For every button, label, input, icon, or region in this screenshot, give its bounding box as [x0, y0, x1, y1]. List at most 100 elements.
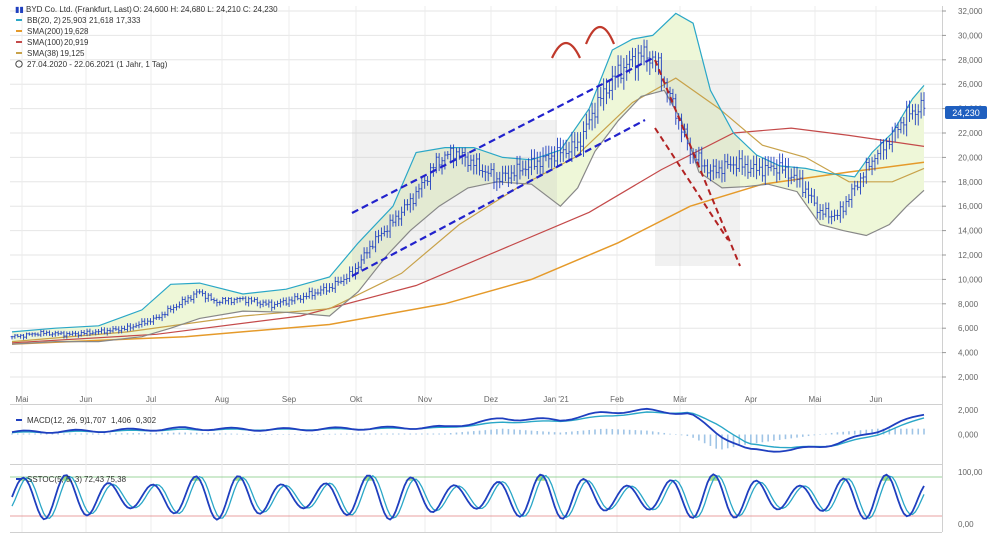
macd-histogram-bar — [22, 433, 25, 435]
macd-histogram-bar — [63, 433, 65, 435]
head-shoulder-arc-2 — [584, 25, 616, 45]
macd-histogram-bar — [490, 429, 492, 435]
y-tick-label: 0,000 — [958, 431, 979, 440]
y-tick-label: 0,00 — [958, 520, 974, 529]
x-tick-label: Jan '21 — [543, 395, 569, 404]
macd-histogram-bar — [813, 434, 816, 436]
y-tick-label: 16,000 — [958, 202, 983, 211]
macd-histogram-bar — [888, 428, 891, 435]
x-tick-label: Nov — [418, 395, 432, 404]
macd-histogram-bar — [761, 434, 764, 443]
macd-histogram-bar — [345, 433, 348, 435]
legend-range: 27.04.2020 - 22.06.2021 (1 Jahr, 1 Tag) — [27, 60, 168, 69]
macd-histogram-bar — [369, 433, 371, 435]
legend-bb-val3: 17,333 — [116, 16, 141, 25]
macd-histogram-bar — [40, 433, 42, 435]
macd-histogram-bar — [132, 433, 135, 435]
macd-histogram-bar — [294, 434, 296, 435]
chart-icon: ▮▮ — [15, 5, 24, 14]
macd-histogram-bar — [68, 433, 71, 435]
macd-histogram-bar — [669, 433, 671, 435]
macd-histogram-bar — [859, 430, 862, 435]
macd-histogram-bar — [213, 433, 215, 435]
y-tick-label: 20,000 — [958, 153, 983, 162]
macd-histogram-bar — [507, 429, 510, 435]
macd-histogram-bar — [651, 431, 654, 435]
macd-histogram-bar — [311, 434, 313, 435]
x-tick-label: Sep — [282, 395, 297, 404]
legend-title: BYD Co. Ltd. (Frankfurt, Last) — [26, 5, 132, 14]
macd-histogram-bar — [340, 433, 342, 435]
y-tick-label: 30,000 — [958, 31, 983, 40]
sma100-line — [11, 127, 925, 344]
macd-histogram-bar — [894, 428, 896, 435]
x-tick-label: Jul — [146, 395, 156, 404]
macd-histogram-bar — [773, 434, 775, 441]
macd-histogram-bar — [853, 430, 856, 435]
legend-sma200-label: SMA(200) — [27, 27, 63, 36]
macd-histogram-bar — [444, 433, 446, 435]
bollinger-upper-line — [11, 12, 925, 333]
stochastic-fast-line — [11, 473, 925, 521]
macd-histogram-bar — [16, 433, 19, 435]
macd-histogram-bar — [496, 429, 498, 435]
y-tick-label: 10,000 — [958, 275, 983, 284]
macd-histogram-bar — [403, 433, 406, 435]
sstoc-val2: 75,38 — [106, 475, 127, 484]
macd-histogram-bar — [478, 430, 481, 435]
macd-histogram-bar — [807, 434, 810, 437]
macd-histogram-bar — [594, 429, 596, 435]
legend-bb-val1: 25,903 — [62, 16, 87, 25]
y-tick-label: 28,000 — [958, 56, 983, 65]
trend-line-down-1 — [654, 59, 741, 267]
y-tick-label: 6,000 — [958, 324, 979, 333]
macd-histogram-bar — [334, 433, 337, 435]
macd-histogram-bar — [178, 432, 181, 435]
macd-histogram-bar — [911, 428, 914, 435]
macd-histogram-bar — [559, 432, 562, 435]
macd-histogram-bar — [657, 432, 660, 435]
legend: ▮▮ BYD Co. Ltd. (Frankfurt, Last) O: 24,… — [15, 5, 278, 69]
macd-histogram-bar — [744, 434, 746, 445]
macd-histogram-bar — [282, 434, 285, 435]
clock-icon — [15, 60, 23, 68]
macd-histogram-bar — [599, 428, 602, 435]
sstoc-val1: 72,43 — [84, 475, 105, 484]
macd-histogram-bar — [92, 433, 94, 435]
macd-histogram-bar — [750, 434, 752, 444]
macd-histogram-bar — [571, 431, 573, 435]
macd-histogram-bar — [721, 434, 723, 450]
macd-histogram-bar — [265, 434, 267, 435]
y-tick-label: 2,000 — [958, 373, 979, 382]
y-tick-label: 100,00 — [958, 468, 983, 477]
macd-histogram-bar — [299, 434, 302, 435]
x-tick-label: Okt — [350, 395, 363, 404]
legend-sma100-val: 20,919 — [64, 38, 89, 47]
macd-histogram-bar — [715, 434, 718, 449]
macd-histogram-bar — [634, 430, 637, 435]
macd-histogram-bar — [611, 429, 614, 435]
macd-histogram-bar — [674, 434, 677, 435]
macd-histogram-bar — [28, 433, 31, 435]
trend-channel-lower — [351, 119, 646, 277]
macd-histogram-bar — [270, 434, 273, 435]
x-tick-label: Mai — [809, 395, 822, 404]
macd-histogram-bar — [871, 429, 873, 435]
macd-histogram-bar — [848, 431, 850, 435]
macd-histogram-bar — [905, 428, 908, 435]
macd-histogram-bar — [317, 433, 319, 435]
macd-histogram-bar — [582, 430, 585, 435]
macd-histogram-bar — [45, 433, 48, 435]
macd-histogram-bar — [882, 428, 885, 435]
macd-histogram-bar — [819, 434, 821, 435]
macd-histogram-bar — [825, 433, 827, 435]
x-tick-label: Mär — [673, 395, 687, 404]
macd-line — [11, 407, 925, 453]
x-tick-label: Feb — [610, 395, 624, 404]
macd-histogram-bar — [409, 433, 412, 435]
y-tick-label: 4,000 — [958, 349, 979, 358]
macd-histogram-bar — [703, 434, 706, 444]
macd-histogram-bar — [617, 429, 619, 435]
trend-line-down-2 — [654, 127, 729, 241]
